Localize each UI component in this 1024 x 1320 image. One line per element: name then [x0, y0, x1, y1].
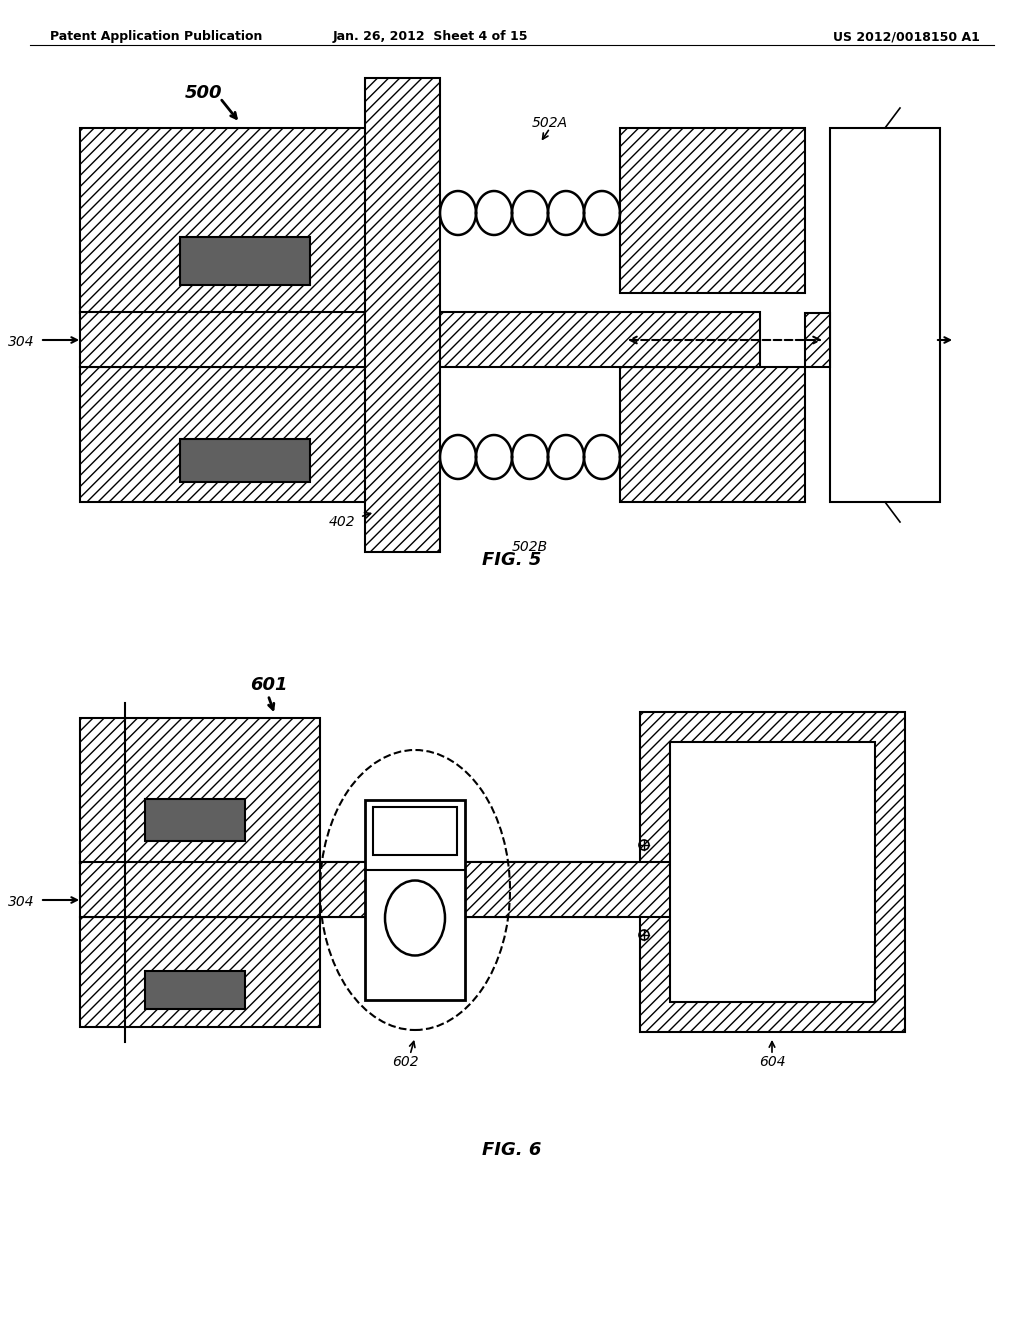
Text: 604: 604	[759, 1055, 785, 1069]
Text: Patent Application Publication: Patent Application Publication	[50, 30, 262, 44]
Bar	[80, 367, 375, 502]
Bar	[180, 238, 310, 285]
Bar	[670, 742, 874, 1002]
Bar	[620, 128, 805, 293]
Bar	[365, 800, 465, 1001]
Text: 502A: 502A	[531, 116, 568, 129]
Text: 402: 402	[329, 515, 355, 529]
Text: FIG. 6: FIG. 6	[482, 1140, 542, 1159]
Bar	[80, 862, 620, 917]
Bar	[145, 972, 245, 1008]
Bar	[640, 711, 905, 1032]
Bar	[80, 312, 760, 367]
Text: FIG. 5: FIG. 5	[482, 550, 542, 569]
Bar	[319, 862, 690, 917]
Text: 601: 601	[250, 676, 288, 694]
Bar	[830, 128, 940, 502]
Bar	[373, 807, 457, 855]
Bar	[80, 718, 319, 863]
Text: 304: 304	[8, 335, 35, 348]
Bar	[620, 367, 805, 502]
Text: 500: 500	[185, 84, 222, 102]
Bar	[80, 128, 375, 313]
Text: 602: 602	[392, 1055, 419, 1069]
Text: US 2012/0018150 A1: US 2012/0018150 A1	[834, 30, 980, 44]
Text: 304: 304	[8, 895, 35, 909]
Bar	[145, 799, 245, 841]
Bar	[365, 78, 440, 552]
Bar	[805, 313, 830, 367]
Text: Jan. 26, 2012  Sheet 4 of 15: Jan. 26, 2012 Sheet 4 of 15	[332, 30, 527, 44]
Text: 502B: 502B	[512, 540, 548, 554]
Bar	[80, 917, 319, 1027]
Bar	[180, 440, 310, 482]
